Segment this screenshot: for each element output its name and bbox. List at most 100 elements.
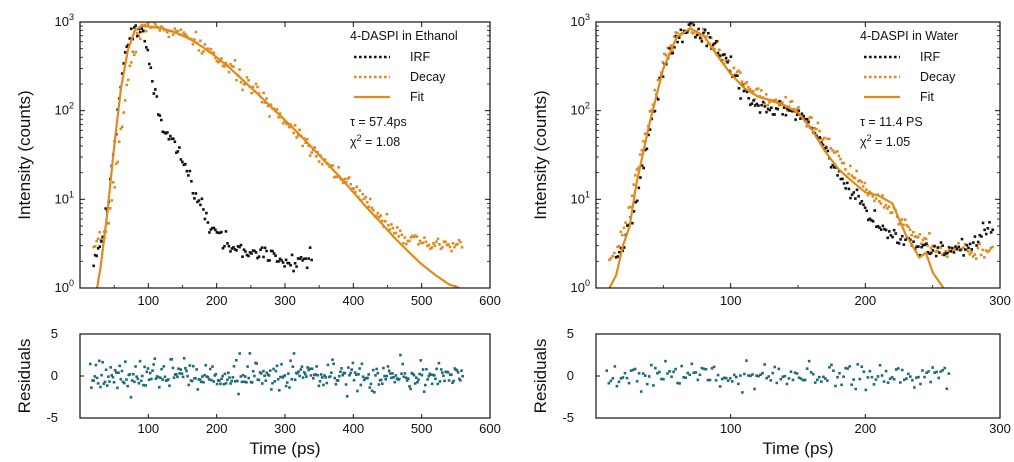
residual-point [623,371,627,375]
residual-point [728,376,732,380]
residual-point [319,373,323,376]
residual-point [143,365,146,369]
residual-point [159,376,162,380]
decay-point [766,103,770,107]
decay-point [772,98,776,102]
y-tick-exponent: 1 [69,189,74,199]
irf-point [774,107,778,110]
residual-point [880,374,884,377]
residual-point [456,371,460,374]
residual-point [751,373,754,376]
irf-point [674,34,678,38]
tau-annotation: τ = 57.4ps [350,115,407,129]
y-tick-base: 10 [571,103,585,118]
irf-point [689,22,692,25]
decay-point [266,104,270,108]
residual-point [128,373,132,376]
residual-point [347,366,350,369]
residual-point [315,365,318,368]
decay-point [113,186,117,189]
residual-point [860,365,864,369]
irf-point [760,103,763,107]
irf-point [904,238,907,242]
irf-point [122,62,126,65]
irf-point [698,36,702,40]
residual-point [186,374,189,378]
irf-point [900,234,904,238]
decay-point [968,252,972,256]
residual-point [807,359,811,363]
irf-point [766,107,770,111]
irf-point [619,246,623,250]
residual-point [357,372,360,376]
irf-point [187,174,190,177]
irf-point [639,176,642,179]
decay-point [966,250,970,253]
residual-point [116,386,119,390]
irf-point [695,33,699,37]
decay-point [950,249,954,252]
decay-point [408,239,411,243]
irf-point [668,47,671,50]
decay-point [629,205,632,209]
residual-point [809,370,813,374]
irf-point [939,241,943,244]
irf-point [266,259,270,262]
residual-point [280,362,283,366]
irf-point [729,55,733,58]
irf-point [723,53,726,56]
decay-point [987,249,991,252]
irf-point [744,88,747,92]
residual-point [110,373,114,377]
irf-point [679,28,683,32]
residual-point [177,367,180,371]
residual-point [279,375,282,379]
residual-point [108,380,111,383]
decay-point [944,249,947,253]
y-tick-base: 10 [571,191,585,206]
decay-point [839,157,842,161]
decay-point [379,214,383,217]
decay-point [221,64,225,68]
y-tick-base: 10 [55,191,69,206]
decay-point [212,51,216,55]
residual-point [664,359,667,363]
residual-point [117,371,120,375]
residual-point [457,377,461,381]
decay-point [613,251,616,255]
decay-point [753,97,757,101]
decay-point [117,140,121,144]
irf-point [896,241,899,244]
irf-point [955,247,959,251]
decay-point [358,189,362,192]
irf-point [161,130,165,134]
residual-point [198,378,202,381]
residual-point [383,374,386,378]
residual-point [937,376,941,380]
residual-point [356,389,359,393]
decay-point [99,238,103,241]
decay-point [438,243,441,246]
residual-point [700,366,704,370]
residual-point [690,362,694,366]
legend-label-fit: Fit [920,90,934,104]
residual-point [322,383,325,387]
decay-point [451,241,455,245]
decay-point [611,254,614,258]
residual-point [314,373,317,376]
irf-point [865,209,868,213]
decay-point [816,121,820,125]
decay-point [337,166,341,169]
residual-point [176,375,179,379]
irf-point [227,244,231,248]
residual-point [157,386,161,389]
y-axis-label: Intensity (counts) [15,90,34,219]
residual-point [305,375,308,378]
decay-point [960,247,964,251]
irf-point [125,45,129,48]
chi-symbol: χ [860,135,867,149]
x-tick-label: 200 [206,293,228,308]
y-tick-label: 103 [55,12,74,29]
decay-point [768,101,771,104]
decay-point [844,168,847,171]
